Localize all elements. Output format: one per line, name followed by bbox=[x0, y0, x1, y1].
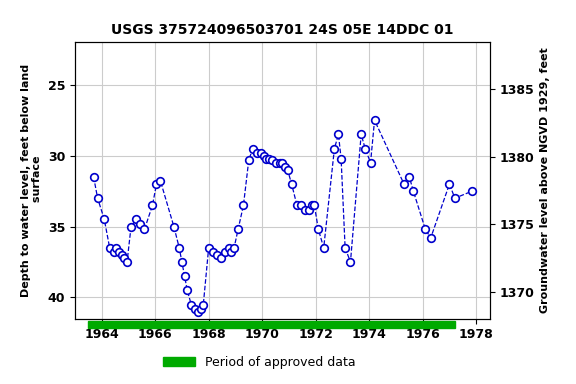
Bar bbox=[88, 321, 455, 328]
Y-axis label: Depth to water level, feet below land
 surface: Depth to water level, feet below land su… bbox=[21, 64, 42, 297]
Y-axis label: Groundwater level above NGVD 1929, feet: Groundwater level above NGVD 1929, feet bbox=[540, 48, 550, 313]
Title: USGS 375724096503701 24S 05E 14DDC 01: USGS 375724096503701 24S 05E 14DDC 01 bbox=[111, 23, 453, 37]
Legend: Period of approved data: Period of approved data bbox=[158, 351, 360, 374]
